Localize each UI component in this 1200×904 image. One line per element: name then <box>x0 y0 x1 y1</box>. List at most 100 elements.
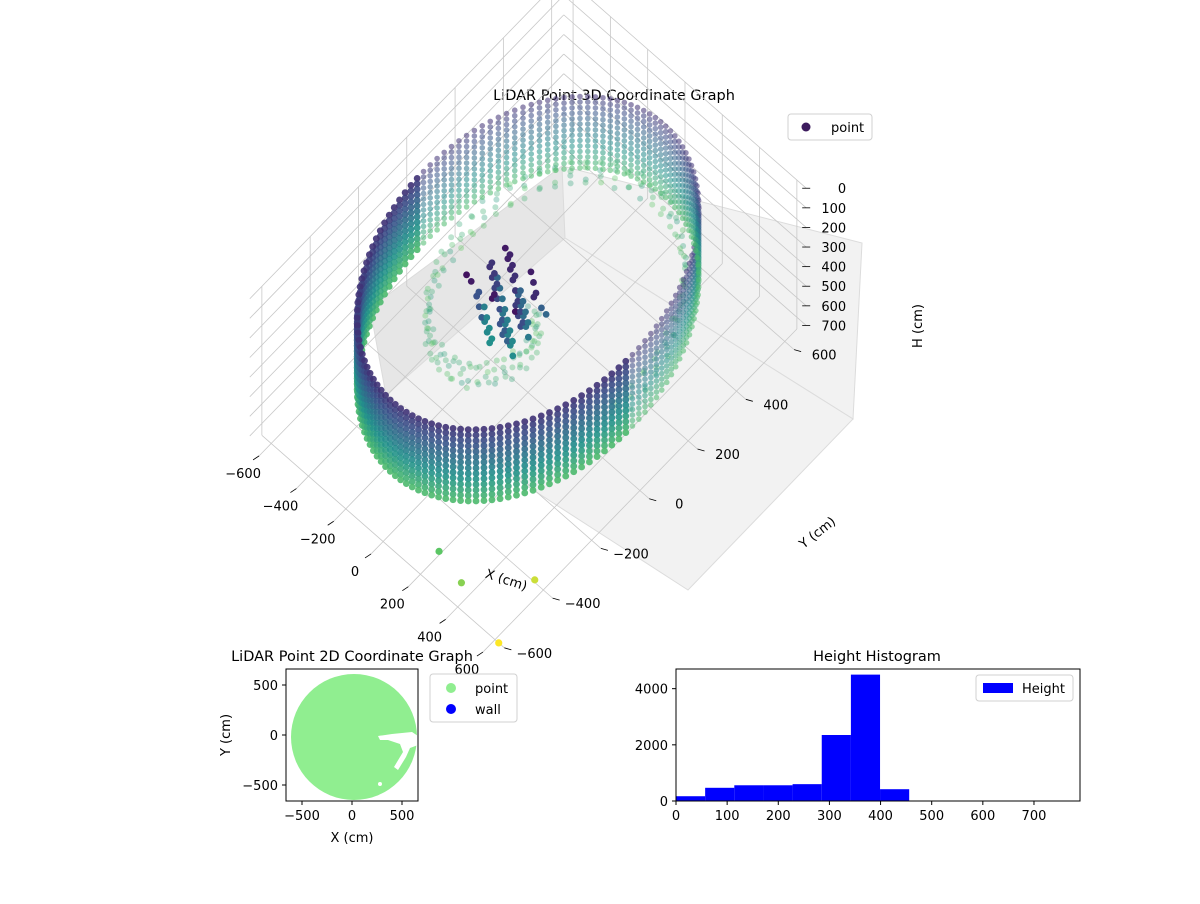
data-point-floor <box>521 195 528 202</box>
data-point-ring <box>520 126 526 132</box>
data-point-floor <box>508 376 515 383</box>
data-point-ring <box>640 113 647 119</box>
data-point-ring <box>577 132 583 138</box>
data-point-ring <box>511 118 518 125</box>
data-point-floor <box>485 379 492 386</box>
data-point-floor <box>456 359 463 366</box>
data-point-ring <box>569 154 575 161</box>
data-point-ring <box>464 453 472 461</box>
data-point-ring <box>586 458 593 466</box>
data-point-ring <box>421 428 429 436</box>
data-point-ring <box>479 188 486 195</box>
data-point-ring <box>435 460 442 468</box>
data-point-ring <box>471 138 478 145</box>
data-point-ring <box>601 447 608 455</box>
data-point-ring <box>472 470 480 477</box>
data-point-ring <box>520 175 526 182</box>
data-point-ring <box>646 144 653 150</box>
data-point-ring <box>663 335 670 342</box>
data-point-ring <box>496 495 504 503</box>
data-point-ring <box>479 166 486 173</box>
data-point-floor <box>428 356 435 363</box>
data-point-ring <box>622 423 630 431</box>
data-point-ring <box>464 470 472 477</box>
data-point-ring <box>495 147 502 154</box>
data-point-ring <box>464 459 472 466</box>
data-point-ring <box>694 299 701 306</box>
data-point-ring <box>495 136 502 143</box>
data-point-ring <box>434 210 440 217</box>
data-point-ring <box>646 176 653 183</box>
data-point-ring <box>479 161 486 168</box>
data-point-ring <box>520 131 526 138</box>
data-point-ring <box>628 173 634 179</box>
data-point-ring <box>413 191 421 199</box>
data-point-ring <box>463 204 470 210</box>
data-point-ring <box>584 121 591 127</box>
data-point-ring <box>520 148 526 154</box>
data-point-ring <box>449 457 457 465</box>
data-point-ring <box>386 451 394 459</box>
data-point-ring <box>397 432 405 440</box>
data-point-ring <box>504 438 512 446</box>
data-point-ring <box>504 482 512 490</box>
data-point-ring <box>442 451 450 459</box>
chart-2d: LiDAR Point 2D Coordinate Graph −500 0 500… <box>219 649 518 846</box>
data-point-ring <box>667 133 674 140</box>
data-point-ring <box>520 137 526 143</box>
data-point-ring <box>554 421 562 429</box>
data-point-floor <box>491 366 498 373</box>
data-point-ring <box>569 116 575 122</box>
data-point-ring <box>653 356 660 362</box>
data-point-ring <box>546 436 553 444</box>
data-point-ring <box>629 401 636 407</box>
data-point-outlier <box>457 579 466 587</box>
data-point-structure <box>480 303 488 311</box>
data-point-ring <box>662 123 669 129</box>
data-point-ring <box>614 103 621 109</box>
data-point-ring <box>640 151 647 158</box>
data-point-ring <box>456 198 462 205</box>
data-point-floor <box>482 373 489 380</box>
data-point-ring <box>668 355 675 361</box>
data-point-ring <box>586 392 593 400</box>
data-point-ring <box>402 469 410 477</box>
data-point-ring <box>614 169 621 175</box>
data-point-floor <box>433 258 440 265</box>
z-tick-label-3d: 200 <box>821 221 846 236</box>
data-point-structure <box>538 304 545 312</box>
data-point-ring <box>544 114 551 120</box>
data-point-ring <box>628 167 634 174</box>
data-point-ring <box>413 196 421 204</box>
data-point-ring <box>504 466 512 474</box>
data-point-ring <box>634 104 641 111</box>
data-point-ring <box>584 99 591 105</box>
data-point-ring <box>503 182 510 188</box>
data-point-ring <box>600 160 606 167</box>
data-point-ring <box>662 172 669 179</box>
data-point-ring <box>427 195 434 201</box>
data-point-ring <box>648 341 654 348</box>
data-point-ring <box>537 418 545 425</box>
data-point-ring <box>634 132 641 138</box>
data-point-ring <box>487 140 494 147</box>
data-point-ring <box>358 275 366 283</box>
legend-wall-label: wall <box>475 703 501 718</box>
data-point-ring <box>415 464 422 472</box>
data-point-ring <box>553 156 559 162</box>
data-point-ring <box>553 128 559 135</box>
data-point-structure <box>498 295 506 303</box>
data-point-ring <box>544 157 551 164</box>
data-point-ring <box>536 110 543 117</box>
grid-line-back-h <box>563 14 807 228</box>
data-point-ring <box>464 437 472 444</box>
data-point-floor <box>439 265 446 272</box>
data-point-ring <box>528 167 535 174</box>
data-point-ring <box>381 219 388 227</box>
data-point-ring <box>457 425 464 433</box>
data-point-floor <box>531 308 538 315</box>
data-point-ring <box>511 162 518 168</box>
data-point-ring <box>472 426 480 434</box>
data-point-ring <box>408 450 416 458</box>
data-point-ring <box>653 339 660 346</box>
